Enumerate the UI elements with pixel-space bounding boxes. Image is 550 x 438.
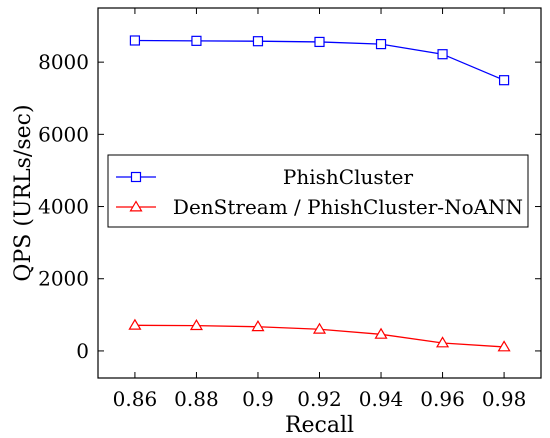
data-point <box>374 327 388 339</box>
data-point <box>128 318 142 330</box>
x-tick-label: 0.96 <box>420 387 465 411</box>
x-tick-label: 0.98 <box>482 387 527 411</box>
y-tick-label: 0 <box>76 339 89 363</box>
data-point <box>189 318 203 331</box>
legend: PhishCluster DenStream / PhishCluster-NoA… <box>107 154 529 228</box>
y-tick-label: 4000 <box>38 195 89 219</box>
x-axis-label: Recall <box>285 413 354 438</box>
x-tick-label: 0.9 <box>242 387 274 411</box>
plot-frame <box>97 7 542 379</box>
legend-label: PhishCluster <box>283 165 414 189</box>
data-point <box>129 35 141 46</box>
data-point <box>314 36 325 48</box>
data-point <box>191 35 202 46</box>
data-point <box>375 38 387 50</box>
legend-marker <box>129 200 143 212</box>
legend-entry: PhishCluster <box>116 165 414 189</box>
legend-label: DenStream / PhishCluster-NoANN <box>173 195 523 219</box>
x-tick-label: 0.88 <box>174 387 219 411</box>
legend-box <box>107 154 529 228</box>
y-axis-ticks: 0 2000 4000 6000 8000 <box>38 50 541 363</box>
x-tick-label: 0.94 <box>359 387 404 411</box>
data-point <box>312 322 327 334</box>
series-phishcluster <box>129 35 510 86</box>
y-tick-label: 8000 <box>38 50 89 74</box>
legend-marker <box>130 171 142 183</box>
x-tick-label: 0.86 <box>113 387 158 411</box>
data-point <box>497 340 511 352</box>
data-point <box>252 36 264 47</box>
y-tick-label: 6000 <box>38 122 89 146</box>
series-denstream <box>128 318 511 352</box>
data-point <box>436 336 450 348</box>
data-point <box>498 75 510 86</box>
data-point <box>251 320 265 332</box>
y-tick-label: 2000 <box>38 267 89 291</box>
legend-entry: DenStream / PhishCluster-NoANN <box>116 195 523 219</box>
x-tick-label: 0.92 <box>297 387 342 411</box>
data-point <box>437 49 448 60</box>
y-axis-label: QPS (URLs/sec) <box>11 104 36 281</box>
series-layer <box>128 35 511 352</box>
x-axis-ticks: 0.86 0.88 0.9 0.92 0.94 0.96 0.98 <box>113 8 527 411</box>
